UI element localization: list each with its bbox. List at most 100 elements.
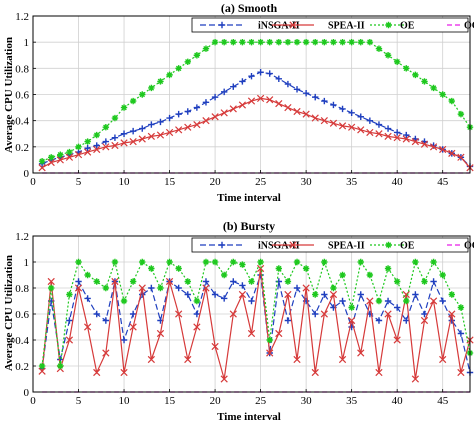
data-point bbox=[202, 278, 210, 285]
legend-label: iNSGA-II bbox=[258, 21, 300, 32]
data-point bbox=[457, 110, 465, 118]
data-point bbox=[165, 128, 174, 137]
data-point bbox=[448, 97, 455, 105]
data-point bbox=[202, 45, 210, 52]
data-point bbox=[430, 258, 437, 266]
x-tick-label: 20 bbox=[210, 176, 222, 188]
data-point bbox=[366, 117, 374, 124]
y-tick-label: 0 bbox=[24, 387, 30, 399]
data-point bbox=[366, 271, 374, 279]
x-tick-label: 25 bbox=[255, 395, 267, 407]
data-point bbox=[48, 154, 55, 161]
data-point bbox=[366, 128, 374, 137]
data-point bbox=[339, 297, 346, 305]
data-point bbox=[393, 134, 401, 142]
data-point bbox=[429, 297, 438, 305]
data-point bbox=[420, 316, 429, 325]
y-tick-label: 0.8 bbox=[15, 283, 29, 295]
data-point bbox=[184, 291, 191, 298]
data-point bbox=[439, 271, 446, 279]
data-point bbox=[111, 114, 119, 122]
data-point bbox=[202, 258, 210, 266]
data-point bbox=[238, 101, 247, 109]
data-point bbox=[348, 109, 355, 117]
y-tick-label: 1 bbox=[24, 257, 30, 269]
data-point bbox=[384, 132, 392, 140]
data-point bbox=[148, 121, 155, 128]
data-point bbox=[211, 342, 219, 351]
data-point bbox=[284, 278, 292, 285]
y-axis-label: Average CPU Utilization bbox=[3, 37, 15, 153]
data-point bbox=[366, 297, 374, 305]
data-point bbox=[230, 83, 237, 90]
data-point bbox=[75, 258, 82, 266]
data-point bbox=[293, 107, 301, 116]
data-point bbox=[47, 277, 55, 286]
data-point bbox=[248, 38, 255, 46]
data-point bbox=[211, 38, 219, 46]
data-point bbox=[111, 258, 119, 266]
data-point bbox=[357, 113, 364, 120]
data-point bbox=[175, 284, 182, 292]
data-point bbox=[275, 38, 283, 46]
data-point bbox=[302, 284, 310, 292]
x-tick-label: 10 bbox=[119, 176, 131, 188]
data-point bbox=[120, 104, 128, 111]
data-point bbox=[120, 336, 128, 344]
data-point bbox=[284, 38, 292, 46]
data-point bbox=[348, 316, 356, 325]
data-point bbox=[393, 58, 401, 65]
data-point bbox=[202, 284, 210, 292]
data-point bbox=[193, 310, 201, 318]
data-point bbox=[166, 258, 173, 266]
data-point bbox=[357, 291, 364, 298]
data-point bbox=[393, 304, 401, 311]
data-point bbox=[156, 131, 165, 139]
data-point bbox=[439, 91, 446, 98]
data-point bbox=[193, 104, 201, 111]
data-point bbox=[289, 241, 297, 249]
data-point bbox=[312, 310, 319, 318]
data-point bbox=[266, 349, 274, 357]
data-point bbox=[421, 310, 428, 318]
x-axis-label: Time interval bbox=[217, 192, 281, 204]
legend-label: OC bbox=[464, 241, 474, 252]
data-point bbox=[66, 291, 73, 298]
data-point bbox=[293, 258, 301, 266]
data-point bbox=[412, 291, 419, 298]
series-line bbox=[41, 274, 471, 373]
data-point bbox=[129, 97, 137, 105]
data-point bbox=[38, 158, 46, 165]
data-point bbox=[202, 117, 210, 125]
x-tick-label: 35 bbox=[346, 176, 358, 188]
data-point bbox=[284, 317, 292, 324]
data-point bbox=[129, 278, 137, 285]
data-point bbox=[330, 284, 337, 292]
data-point bbox=[321, 258, 328, 266]
data-point bbox=[430, 84, 437, 92]
data-point bbox=[211, 291, 219, 298]
data-point bbox=[257, 38, 264, 46]
data-point bbox=[102, 284, 110, 292]
data-point bbox=[220, 38, 228, 46]
data-point bbox=[175, 126, 183, 134]
data-point bbox=[74, 151, 83, 159]
data-point bbox=[93, 310, 100, 318]
data-point bbox=[293, 355, 301, 364]
data-point bbox=[75, 143, 82, 151]
data-point bbox=[393, 336, 401, 344]
data-point bbox=[329, 290, 338, 299]
x-tick-label: 15 bbox=[164, 395, 176, 407]
data-point bbox=[138, 135, 146, 143]
data-point bbox=[439, 297, 446, 305]
data-point bbox=[457, 153, 465, 161]
y-tick-label: 0.4 bbox=[15, 116, 29, 128]
data-point bbox=[284, 103, 292, 112]
data-point bbox=[312, 93, 319, 101]
data-point bbox=[220, 271, 228, 279]
data-point bbox=[448, 310, 456, 318]
data-point bbox=[320, 117, 328, 125]
data-point bbox=[266, 336, 273, 344]
data-point bbox=[57, 362, 64, 370]
